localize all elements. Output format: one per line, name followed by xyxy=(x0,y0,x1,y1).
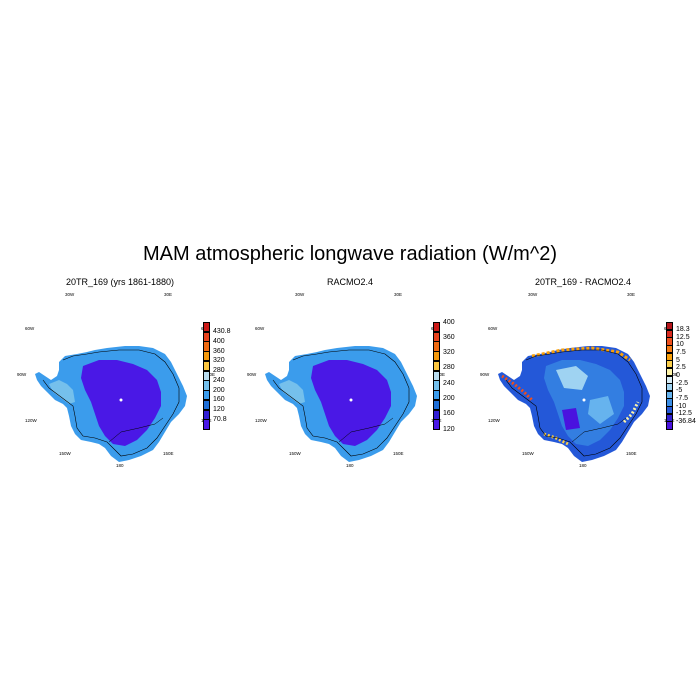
panel-title: 20TR_169 - RACMO2.4 xyxy=(534,277,632,287)
antarctica-map xyxy=(498,346,650,462)
grounding-line xyxy=(571,417,627,443)
peninsula-positive-bias xyxy=(501,374,534,402)
difference-patch xyxy=(588,396,614,424)
grid-label: 150W xyxy=(522,451,534,456)
south-pole-marker xyxy=(349,398,353,402)
colorbar-tick-label: 160 xyxy=(213,396,225,404)
grid-label: 60W xyxy=(25,326,35,331)
grid-label: 30W xyxy=(295,292,305,297)
difference-patch xyxy=(562,408,580,430)
peninsula-zone xyxy=(279,380,305,404)
grid-label: 90W xyxy=(247,372,257,377)
antarctica-map xyxy=(35,346,187,462)
coastline xyxy=(42,349,180,457)
grid-label: 30W xyxy=(65,292,75,297)
colorbar-tick-label: 400 xyxy=(213,337,225,345)
colorbar-tick-label: -36.84 xyxy=(676,417,696,425)
colorbar-tick-label: 18.3 xyxy=(676,326,690,334)
colorbar-tick-label: -5 xyxy=(676,387,683,395)
difference-patch xyxy=(556,366,588,390)
colorbar-tick-label: 240 xyxy=(443,379,455,387)
grid-label: 150E xyxy=(393,451,404,456)
colorbar-tick-label: 200 xyxy=(213,386,225,394)
panel-model: 20TR_169 (yrs 1861-1880) 30W30E60W60E90W… xyxy=(15,270,245,470)
interior-plateau xyxy=(311,360,391,446)
antarctica-map xyxy=(265,346,417,462)
colorbar-tick-label: 5 xyxy=(676,356,680,364)
colorbar-tick-label: 430.8 xyxy=(213,328,231,336)
colorbar-tick-label: 240 xyxy=(213,376,225,384)
peninsula-zone xyxy=(49,380,75,404)
colorbar-tick-label: -10 xyxy=(676,402,687,410)
shelf-positive-bias xyxy=(543,432,569,446)
colorbar-tick-label: 360 xyxy=(213,347,225,355)
colorbar-tick-label: 200 xyxy=(443,394,455,402)
colorbar-swatch xyxy=(203,419,210,430)
panel-title: 20TR_169 (yrs 1861-1880) xyxy=(65,277,175,287)
colorbar-tick-label: 320 xyxy=(213,357,225,365)
grid-label: 150W xyxy=(59,451,71,456)
grid-label: 90W xyxy=(17,372,27,377)
colorbar-tick-label: 360 xyxy=(443,333,455,341)
grid-label: 180 xyxy=(579,463,587,468)
panel-title: RACMO2.4 xyxy=(326,277,373,287)
colorbar-tick-label: -12.5 xyxy=(676,410,692,418)
coastal-positive-bias xyxy=(531,346,631,362)
grid-label: 30E xyxy=(394,292,403,297)
grid-label: 90W xyxy=(480,372,490,377)
colorbar-tick-label: 0 xyxy=(676,372,680,379)
east-positive-bias xyxy=(622,401,640,424)
south-pole-marker xyxy=(582,398,586,402)
grid-label: 120W xyxy=(488,418,500,423)
colorbar-tick-label: 7.5 xyxy=(676,349,686,357)
coastline xyxy=(272,349,410,457)
colorbar-tick-label: -7.5 xyxy=(676,394,689,402)
grid-label: 60W xyxy=(255,326,265,331)
grid-label: 30E xyxy=(627,292,636,297)
figure-title: MAM atmospheric longwave radiation (W/m^… xyxy=(143,243,557,265)
colorbar-tick-label: 280 xyxy=(443,364,455,372)
grid-label: 120W xyxy=(255,418,267,423)
grid-label: 90E xyxy=(670,372,679,377)
grid-label: 150E xyxy=(163,451,174,456)
south-pole-marker xyxy=(119,398,123,402)
panel-racmo: RACMO2.4 30W30E60W60E90W90E120W120E150W1… xyxy=(245,270,475,470)
colorbar-tick-label: 120 xyxy=(443,425,455,433)
colorbar-tick-label: 320 xyxy=(443,349,455,357)
grid-label: 30E xyxy=(164,292,173,297)
grid-label: 60W xyxy=(488,326,498,331)
colorbar-tick-label: 120 xyxy=(213,406,225,414)
grid-label: 90E xyxy=(437,372,446,377)
coastline xyxy=(505,349,643,457)
grid-label: 120W xyxy=(25,418,37,423)
colorbar-tick-label: 280 xyxy=(213,367,225,375)
colorbar-tick-label: -2.5 xyxy=(676,379,689,387)
interior-plateau xyxy=(81,360,161,446)
colorbar-swatch xyxy=(433,419,440,430)
grid-label: 30W xyxy=(528,292,538,297)
panel-difference: 20TR_169 - RACMO2.4 30W30E60W60E90W90E12… xyxy=(478,270,700,470)
colorbar-tick-label: 2.5 xyxy=(676,364,686,372)
grid-label: 180 xyxy=(116,463,124,468)
colorbar-tick-label: 12.5 xyxy=(676,333,690,341)
colorbar-tick-label: 10 xyxy=(676,341,684,349)
colorbar-tick-label: 400 xyxy=(443,318,455,326)
grid-label: 150E xyxy=(626,451,637,456)
grounding-line xyxy=(338,417,394,443)
colorbar-swatch xyxy=(666,421,673,430)
grid-label: 90E xyxy=(207,372,216,377)
grid-label: 150W xyxy=(289,451,301,456)
colorbar-tick-label: 160 xyxy=(443,410,455,418)
colorbar-tick-label: 70.8 xyxy=(213,415,227,423)
grid-label: 180 xyxy=(346,463,354,468)
grounding-line xyxy=(108,417,164,443)
